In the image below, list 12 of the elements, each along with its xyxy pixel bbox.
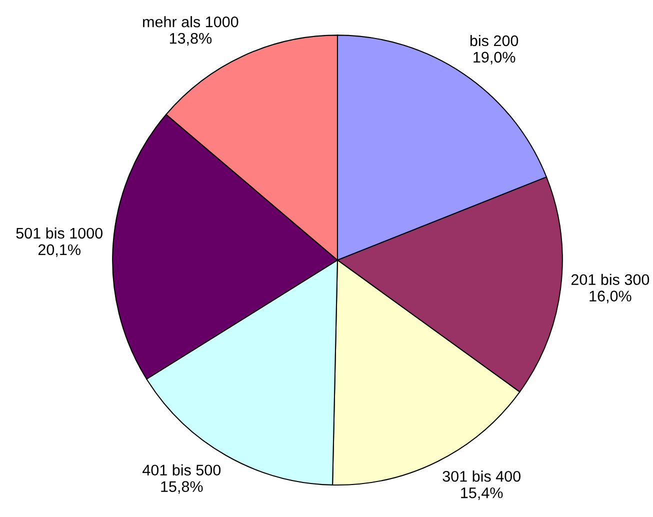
slice-label: mehr als 1000 <box>143 16 238 28</box>
data-label: 19,0% <box>474 52 516 64</box>
slice-label: 501 bis 1000 <box>16 227 103 239</box>
data-label: 15,4% <box>461 487 503 500</box>
slice-label: bis 200 <box>470 34 518 46</box>
data-label: 16,0% <box>590 290 632 304</box>
data-label: 13,8% <box>170 32 212 46</box>
data-label: 15,8% <box>161 481 203 494</box>
data-label: 20,1% <box>38 244 80 257</box>
slice-label: 401 bis 500 <box>142 464 221 476</box>
slice-label: 301 bis 400 <box>442 470 520 482</box>
slice-label: 201 bis 300 <box>571 274 650 286</box>
